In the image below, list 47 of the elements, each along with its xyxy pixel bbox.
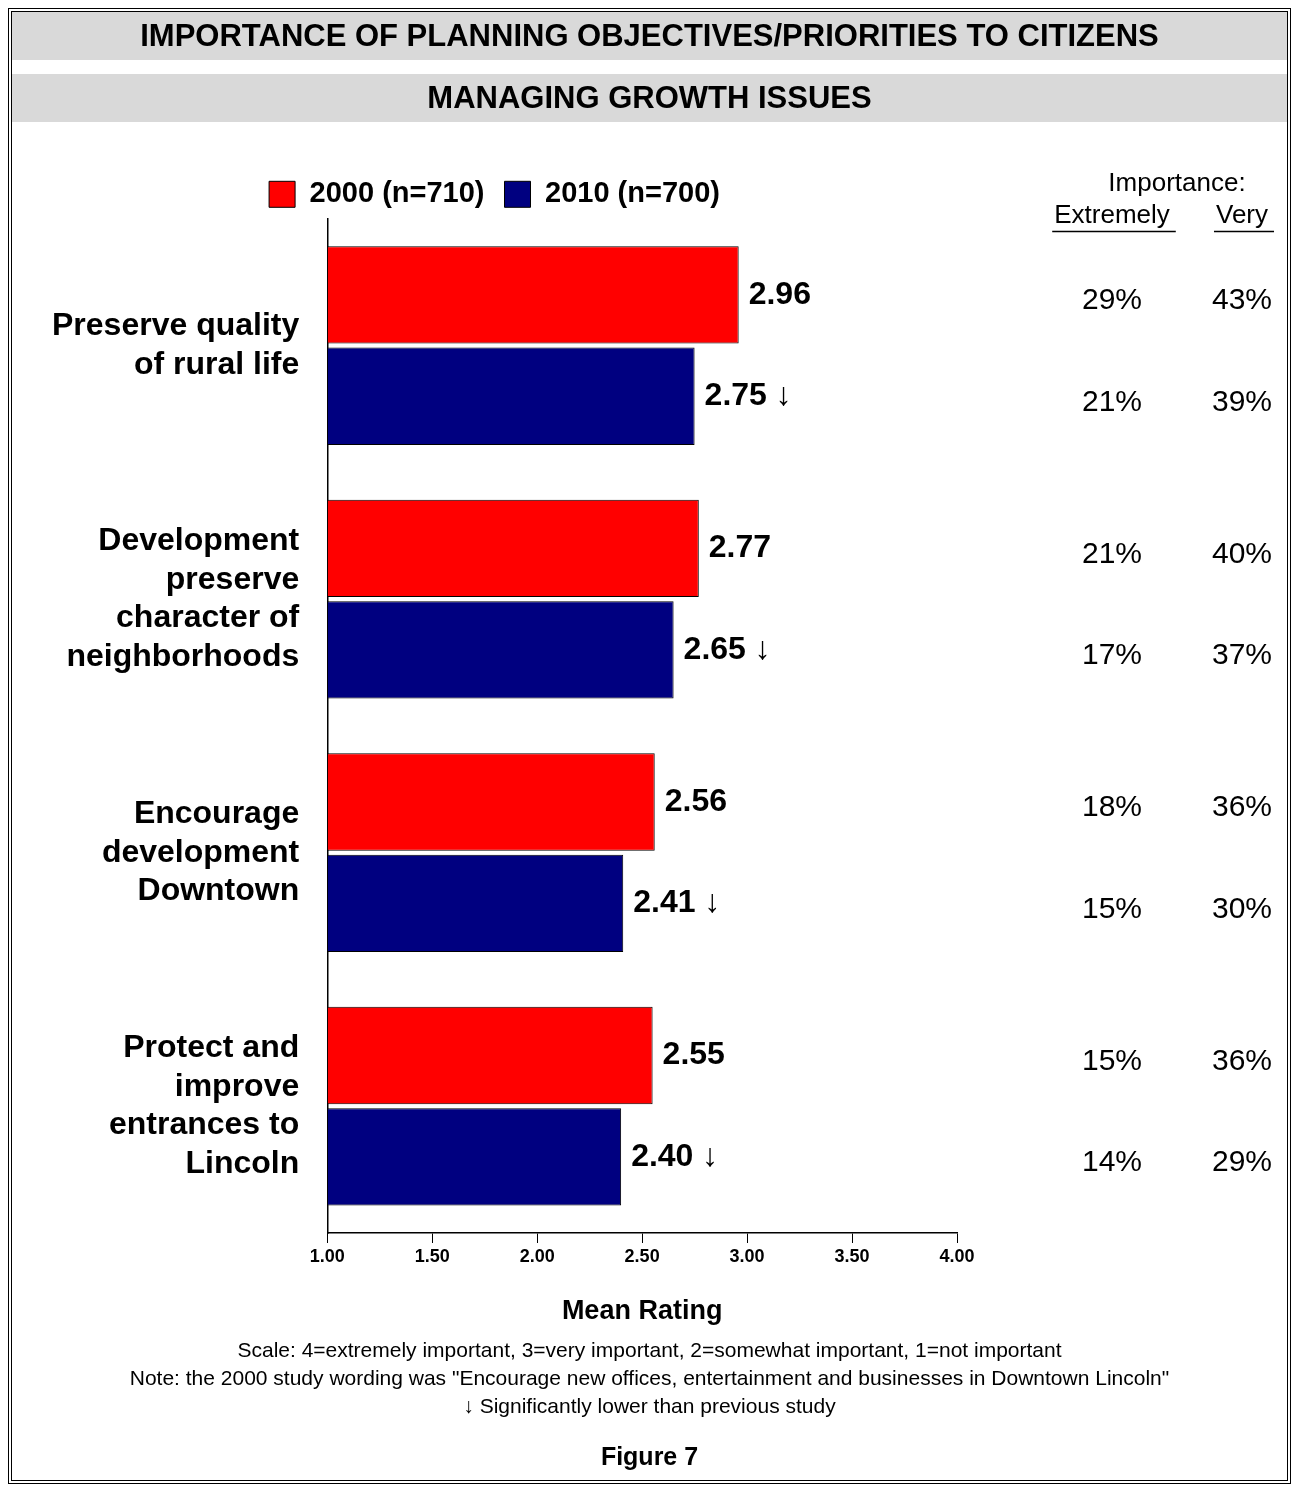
y-tick-label: Development preserve character of neighborhoods [66,521,300,673]
chart-title: IMPORTANCE OF PLANNING OBJECTIVES/PRIORITIES TO CITIZENS [12,12,1287,60]
x-tick-label: 1.50 [414,1245,450,1266]
data-label: 2.65 ↓ [683,629,771,666]
x-tick-label: 2.00 [519,1245,555,1266]
y-tick-label: Encourage development Downtown [101,794,300,907]
text: Scale: 4=extremely important, 3=very important, 2=somewhat important, 1=not important [236,1337,1063,1363]
text: 18% [1081,789,1143,823]
x-tick-label: 3.00 [729,1245,765,1266]
legend-label: 2000 (n=710) [309,176,485,209]
x-axis-title: Mean Rating [561,1295,723,1326]
data-label: 2.41 ↓ [633,883,721,920]
text: 29% [1081,282,1143,316]
text: Note: the 2000 study wording was "Encourage new offices, entertainment and businesses in Downtown Lincoln" [128,1365,1171,1391]
text: 15% [1081,890,1143,924]
chart-subtitle: MANAGING GROWTH ISSUES [12,74,1287,122]
text: Very [1215,198,1269,229]
text: Extremely [1054,198,1170,229]
text: 30% [1211,890,1273,924]
data-label: 2.56 [664,781,727,818]
data-label: 2.96 [748,274,811,311]
text: 21% [1081,535,1143,569]
text: Importance: [1108,166,1246,197]
text: 21% [1081,383,1143,417]
x-tick-label: 3.50 [834,1245,870,1266]
x-tick-label: 4.00 [939,1245,975,1266]
caption: Figure 7 [599,1441,700,1472]
data-label: 2.77 [708,528,772,565]
data-label: 2.55 [662,1035,725,1072]
text: 43% [1211,282,1273,316]
legend-label: 2010 (n=700) [545,176,720,209]
data-label: 2.75 ↓ [704,376,792,413]
text: 36% [1211,789,1273,823]
text: 29% [1211,1144,1273,1178]
y-tick-label: Preserve quality of rural life [52,306,300,381]
text: 15% [1081,1042,1143,1076]
text: 40% [1211,535,1273,569]
y-tick-label: Protect and improve entrances to Lincoln [108,1028,300,1180]
text: 36% [1211,1042,1273,1076]
text: 37% [1211,637,1273,671]
text: 14% [1081,1144,1143,1178]
text: 39% [1211,383,1273,417]
text: ↓ Significantly lower than previous study [462,1393,837,1419]
x-tick-label: 1.00 [309,1245,345,1266]
text: 17% [1081,637,1143,671]
data-label: 2.40 ↓ [631,1136,719,1173]
x-tick-label: 2.50 [624,1245,660,1266]
